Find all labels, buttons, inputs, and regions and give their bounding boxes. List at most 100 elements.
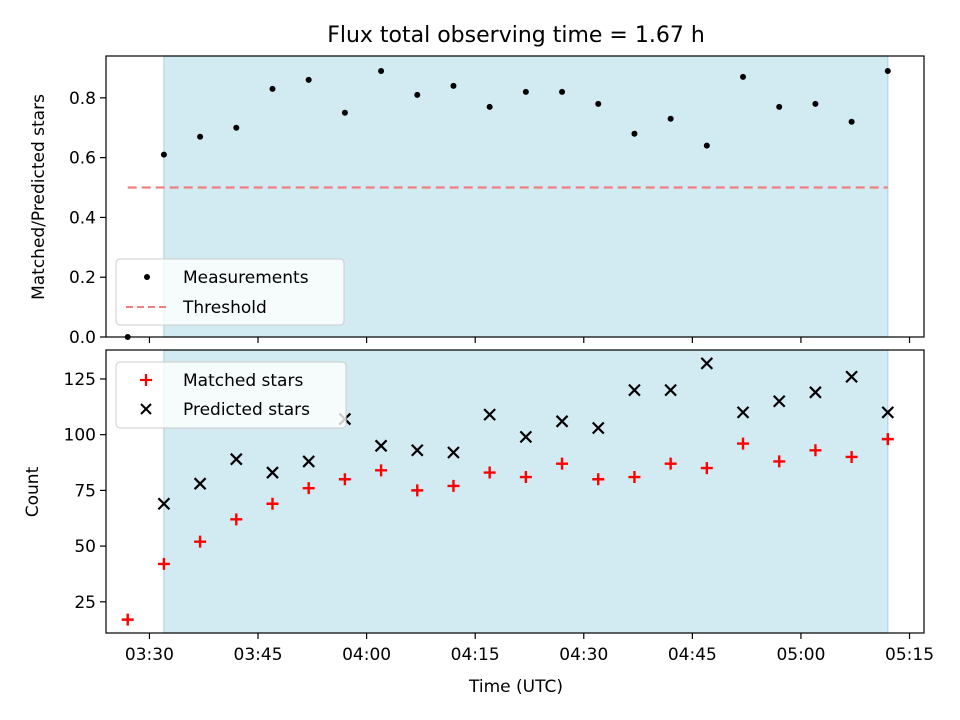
x-tick-label: 03:30 — [125, 645, 174, 665]
bottom-x-ticks: 03:30 03:45 04:00 04:15 04:30 04:45 05:00 05:15 — [125, 633, 934, 665]
bot-y-tick-label: 125 — [64, 370, 96, 390]
measurement-point — [378, 67, 385, 74]
top-y-tick-label: 0.0 — [69, 328, 96, 348]
predicted-stars-point — [736, 406, 750, 419]
x-tick-label: 05:15 — [885, 645, 934, 665]
matched-stars-point — [737, 437, 750, 450]
measurement-point — [522, 88, 529, 95]
predicted-stars-legend-marker — [140, 403, 152, 415]
matched-stars-point — [375, 464, 388, 477]
measurement-point — [667, 115, 674, 122]
measurement-point — [160, 151, 167, 158]
bot-y-tick-label: 100 — [64, 426, 96, 446]
bot-y-tick-label: 75 — [74, 481, 96, 501]
top-legend-box — [115, 258, 345, 326]
top-legend: Measurements Threshold — [115, 258, 345, 326]
predicted-stars-point — [700, 357, 714, 370]
matched-stars-point — [338, 473, 351, 486]
x-tick-label: 04:15 — [451, 645, 500, 665]
bottom-y-axis-label: Count — [23, 466, 43, 517]
predicted-stars-point — [664, 383, 677, 397]
matched-stars-point — [881, 433, 894, 446]
matched-stars-legend-label: Matched stars — [183, 371, 303, 391]
measurement-point — [884, 67, 891, 74]
predicted-stars-point — [483, 408, 496, 421]
measurement-point — [269, 85, 276, 92]
predicted-stars-point — [772, 394, 786, 408]
predicted-stars-point — [447, 446, 460, 459]
x-tick-label: 04:30 — [559, 645, 608, 665]
matched-stars-point — [411, 484, 424, 497]
matched-stars-point — [266, 497, 279, 510]
matched-stars-point — [519, 471, 532, 484]
bottom-axes-frame — [105, 349, 925, 634]
predicted-stars-point — [809, 386, 822, 399]
matched-stars-point — [483, 466, 496, 479]
matched-stars-point — [592, 473, 605, 486]
matched-stars-point — [664, 457, 677, 470]
predicted-stars-point — [266, 466, 279, 479]
measurement-point — [740, 73, 747, 80]
chart-title: Flux total observing time = 1.67 h — [327, 23, 705, 48]
x-tick-label: 04:45 — [668, 645, 717, 665]
predicted-stars-point — [410, 443, 424, 457]
predicted-stars-point — [881, 406, 895, 419]
measurement-point — [197, 133, 204, 140]
measurement-point — [848, 118, 855, 125]
predicted-stars-point — [374, 439, 388, 453]
bot-y-tick-label: 50 — [74, 537, 96, 557]
measurement-point — [233, 124, 240, 131]
x-axis-label: Time (UTC) — [468, 677, 563, 697]
predicted-stars-point — [302, 455, 315, 468]
measurement-point — [559, 88, 566, 95]
top-y-tick-label: 0.2 — [69, 268, 96, 288]
matched-stars-point — [194, 535, 207, 548]
bottom-panel: 25 50 75 100 125 03:30 03:45 04:00 04:15 04:30 04… — [23, 349, 934, 697]
measurement-point — [595, 100, 602, 107]
x-tick-label: 04:00 — [342, 645, 391, 665]
top-y-ticks: 0.0 0.2 0.4 0.6 0.8 — [69, 89, 106, 348]
top-y-tick-label: 0.4 — [69, 208, 96, 228]
predicted-stars-point — [193, 477, 207, 490]
matched-stars-point — [845, 450, 858, 463]
bottom-legend: Matched stars Predicted stars — [115, 361, 347, 429]
measurement-point — [776, 103, 783, 110]
bottom-y-ticks: 25 50 75 100 125 — [64, 370, 106, 613]
matched-stars-point — [556, 457, 569, 470]
top-data-marks — [124, 67, 891, 340]
predicted-stars-point — [519, 430, 533, 444]
measurement-point — [305, 76, 312, 83]
matched-stars-point — [121, 613, 134, 626]
matched-stars-point — [700, 462, 713, 475]
predicted-stars-point — [230, 452, 243, 466]
matched-stars-point — [628, 471, 641, 484]
measurement-point — [631, 130, 638, 137]
bot-y-tick-label: 25 — [74, 593, 96, 613]
top-y-axis-label: Matched/Predicted stars — [29, 94, 49, 300]
measurement-point — [812, 100, 819, 107]
predicted-stars-point — [157, 497, 171, 511]
predicted-stars-point — [845, 370, 858, 384]
top-panel: 0.00.20.40.60.8 Matched/Predicted stars … — [29, 55, 925, 348]
measurement-point — [486, 103, 493, 110]
matched-stars-point — [157, 557, 170, 570]
predicted-stars-legend-label: Predicted stars — [183, 400, 310, 420]
measurements-legend-marker — [144, 274, 150, 280]
measurement-point — [414, 91, 421, 98]
measurements-legend-label: Measurements — [183, 268, 309, 288]
measurement-point — [341, 109, 348, 116]
matched-stars-point — [230, 513, 243, 526]
matched-stars-point — [447, 479, 460, 492]
predicted-stars-point — [555, 415, 569, 428]
matched-stars-point — [773, 455, 786, 468]
x-tick-label: 03:45 — [234, 645, 283, 665]
measurement-point — [703, 142, 710, 149]
top-x-ticks — [148, 337, 911, 343]
top-y-tick-label: 0.6 — [69, 149, 96, 169]
x-tick-label: 05:00 — [776, 645, 825, 665]
top-y-tick-label: 0.8 — [69, 89, 96, 109]
top-axes-frame — [105, 55, 925, 338]
measurement-point — [450, 82, 457, 89]
bottom-legend-box — [115, 361, 347, 429]
